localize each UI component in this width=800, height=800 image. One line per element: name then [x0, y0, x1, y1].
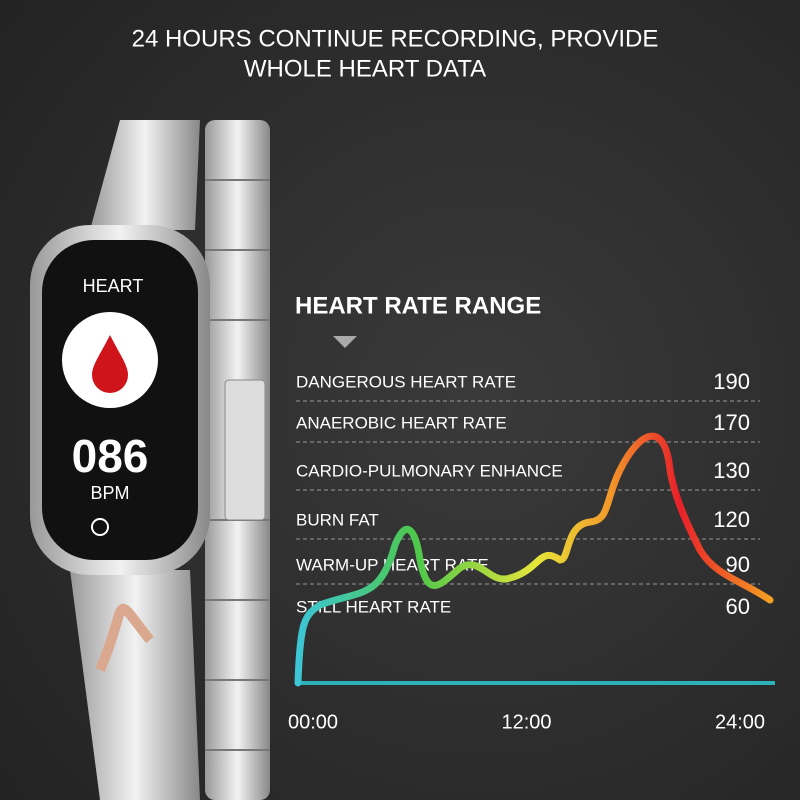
zone-label: ANAEROBIC HEART RATE [296, 413, 507, 432]
zone-label: BURN FAT [296, 510, 379, 529]
heart-reading: 086 [72, 430, 149, 482]
time-label: 00:00 [288, 711, 338, 733]
zone-value: 60 [726, 594, 750, 619]
zones: DANGEROUS HEART RATE 190 ANAEROBIC HEART R… [296, 369, 760, 619]
time-axis: 00:00 12:00 24:00 [288, 711, 765, 733]
header-line: WHOLE HEART DATA [244, 55, 486, 82]
zone-value: 170 [713, 410, 750, 435]
heart-curve [294, 432, 774, 687]
watch: HEART 086 BPM [30, 120, 270, 800]
time-label: 24:00 [715, 711, 765, 733]
zone-value: 190 [713, 369, 750, 394]
zone-value: 130 [713, 458, 750, 483]
time-label: 12:00 [501, 711, 551, 733]
header-line: 24 HOURS CONTINUE RECORDING, PROVIDE [132, 25, 659, 52]
zone-label: CARDIO-PULMONARY ENHANCE [296, 461, 563, 480]
screen-title: HEART [83, 276, 144, 296]
zone-label: DANGEROUS HEART RATE [296, 372, 516, 391]
zone-label: WARM-UP HEART RATE [296, 555, 489, 574]
pointer [333, 336, 357, 348]
reading-unit: BPM [90, 483, 129, 503]
zone-value: 90 [726, 552, 750, 577]
zone-value: 120 [713, 507, 750, 532]
panel-title: HEART RATE RANGE [295, 292, 541, 319]
